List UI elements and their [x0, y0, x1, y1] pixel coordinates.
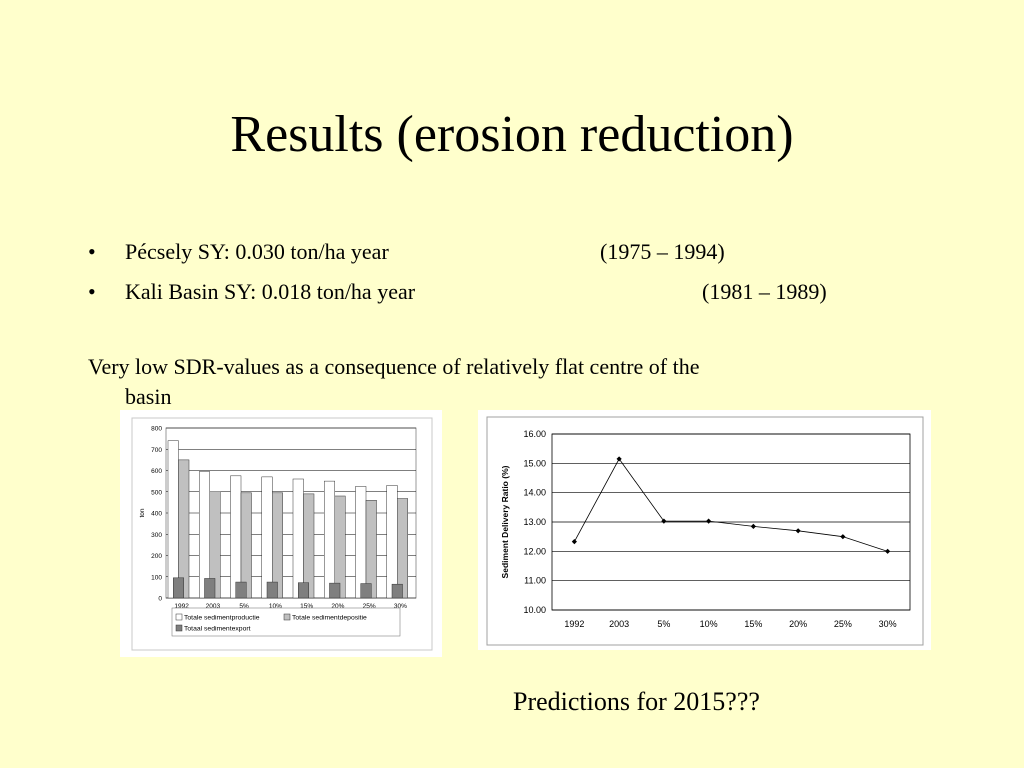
y-tick-label: 13.00 — [523, 517, 546, 527]
bar-3 — [391, 583, 403, 599]
x-tick-label: 20% — [789, 619, 807, 629]
sdr-note-line2: basin — [125, 384, 172, 408]
y-axis-label: Sediment Delivery Ratio (%) — [500, 465, 510, 578]
bar-1 — [386, 485, 398, 599]
bar-3 — [235, 581, 247, 599]
x-tick-label: 2003 — [206, 603, 221, 610]
sediment-bar-chart-panel: 0 100 200 300 400 500 600 700 800 ton 1992 2003 5% 10… — [120, 410, 442, 657]
bar-3 — [298, 582, 309, 599]
sdr-note: Very low SDR-values as a consequence of … — [88, 352, 948, 408]
legend-box — [171, 607, 401, 637]
bar-2 — [303, 493, 315, 599]
series-line — [574, 458, 888, 552]
x-tick-label: 5% — [657, 619, 670, 629]
bullet-marker: • — [88, 239, 96, 264]
x-tick-label: 30% — [394, 603, 407, 610]
y-tick-label: 100 — [151, 574, 162, 581]
y-tick-label: 15.00 — [523, 458, 546, 468]
x-tick-label: 5% — [239, 603, 249, 610]
legend-swatch — [283, 613, 291, 621]
legend-swatch — [175, 624, 183, 632]
bar-3 — [173, 577, 184, 599]
x-tick-label: 15% — [744, 619, 762, 629]
x-tick-label: 30% — [879, 619, 897, 629]
y-tick-label: 400 — [151, 511, 162, 518]
x-tick-label: 25% — [834, 619, 852, 629]
y-tick-label: 500 — [151, 489, 162, 496]
legend-label: Totale sedimentproductie — [184, 615, 260, 622]
y-tick-label: 0 — [158, 596, 162, 603]
x-tick-label: 20% — [331, 603, 344, 610]
y-tick-label: 11.00 — [524, 576, 546, 586]
y-tick-label: 14.00 — [523, 488, 546, 498]
y-axis-label: ton — [139, 508, 146, 517]
slide-title: Results (erosion reduction) — [230, 106, 794, 163]
x-tick-label: 15% — [300, 603, 313, 610]
bar-3 — [204, 578, 216, 599]
bullet-years: (1981 – 1989) — [702, 279, 827, 304]
data-point — [661, 518, 667, 524]
bar-3 — [360, 583, 372, 599]
x-tick-label: 1992 — [564, 619, 584, 629]
data-point — [616, 456, 622, 462]
sdr-line-chart-panel: 10.00 11.00 12.00 13.00 14.00 15.00 16.00 Sedim… — [478, 410, 931, 650]
predictions-text: Predictions for 2015??? — [513, 687, 760, 716]
x-tick-label: 10% — [269, 603, 282, 610]
x-tick-label: 25% — [363, 603, 376, 610]
data-point — [571, 539, 577, 545]
x-tick-label: 10% — [700, 619, 718, 629]
y-tick-label: 300 — [151, 532, 162, 539]
bar-2 — [178, 459, 190, 599]
bullet-text: Kali Basin SY: 0.018 ton/ha year — [125, 279, 416, 304]
data-point — [795, 528, 801, 534]
y-tick-label: 200 — [151, 553, 162, 560]
bar-1 — [261, 476, 273, 599]
sdr-note-line1: Very low SDR-values as a consequence of … — [88, 354, 700, 379]
bar-1 — [292, 478, 304, 599]
bar-2 — [334, 495, 346, 599]
bullet-years: (1975 – 1994) — [600, 239, 725, 264]
bar-2 — [397, 498, 408, 599]
legend-swatch — [175, 613, 183, 621]
y-tick-label: 16.00 — [523, 429, 546, 439]
y-tick-label: 800 — [151, 426, 162, 433]
x-tick-label: 2003 — [609, 619, 629, 629]
bar-1 — [230, 475, 242, 599]
bar-1 — [324, 480, 335, 599]
y-tick-label: 700 — [151, 447, 162, 454]
bar-1 — [355, 486, 367, 599]
bullet-marker: • — [88, 279, 96, 304]
bullet-text: Pécsely SY: 0.030 ton/ha year — [125, 239, 389, 264]
legend-label: Totale sedimentdepositie — [292, 615, 367, 622]
bar-3 — [266, 581, 278, 599]
y-tick-label: 10.00 — [523, 605, 546, 615]
bar-3 — [329, 582, 341, 599]
sdr-line-chart: 10.00 11.00 12.00 13.00 14.00 15.00 16.00 Sedim… — [486, 416, 924, 646]
legend-label: Totaal sedimentexport — [184, 626, 251, 633]
y-tick-label: 600 — [151, 468, 162, 475]
sediment-bar-chart: 0 100 200 300 400 500 600 700 800 ton 1992 2003 5% 10… — [131, 417, 433, 651]
x-tick-label: 1992 — [174, 603, 189, 610]
bar-1 — [167, 440, 179, 599]
data-point — [706, 518, 712, 524]
y-tick-label: 12.00 — [523, 546, 546, 556]
